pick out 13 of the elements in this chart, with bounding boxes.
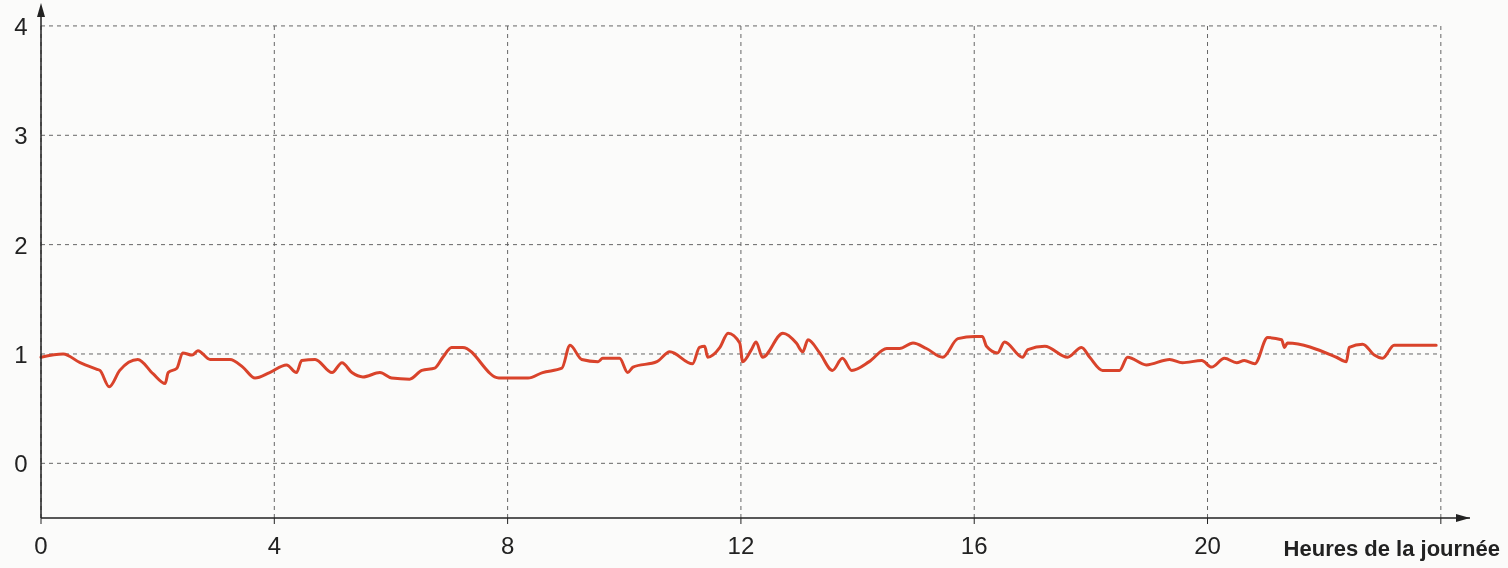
x-tick-label: 16 [960, 532, 988, 559]
x-tick-label: 20 [1194, 532, 1221, 559]
y-tick-label: 4 [14, 12, 28, 40]
x-tick-label: 4 [267, 532, 281, 559]
line-series [39, 331, 1438, 389]
y-tick-label: 0 [14, 450, 28, 478]
x-tick-label: 0 [34, 532, 48, 559]
x-tick-label: 8 [500, 532, 515, 559]
x-tick-label: 12 [727, 532, 755, 559]
y-tick-label: 2 [14, 231, 28, 259]
y-tick-label: 1 [14, 340, 28, 368]
y-tick-label: 3 [14, 122, 28, 150]
x-axis-title: Heures de la journée [1283, 536, 1500, 561]
